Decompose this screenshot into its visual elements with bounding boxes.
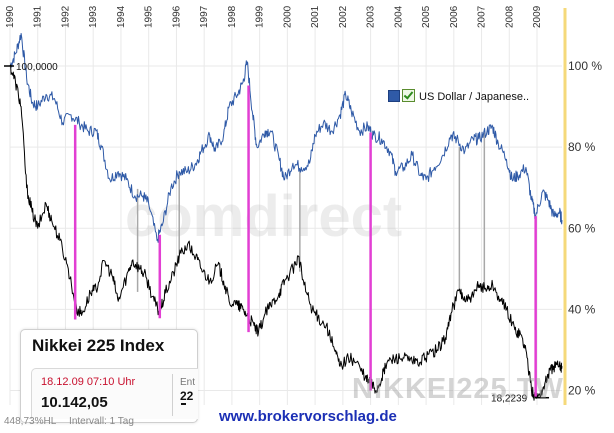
quote-dash — [181, 403, 186, 405]
highlight-lines — [73, 85, 537, 397]
x-tick-label: 1993 — [88, 5, 99, 28]
comdirect-watermark: comdirect — [125, 184, 402, 249]
x-tick-label: 1991 — [33, 5, 44, 28]
y-tick-label: 60 % — [568, 221, 596, 235]
x-tick-label: 1998 — [227, 5, 238, 28]
quote-separator — [172, 374, 173, 416]
usd-jpy-line — [9, 33, 563, 243]
x-tick-label: 2004 — [393, 5, 404, 28]
footer-url-link[interactable]: www.brokervorschlag.de — [219, 408, 397, 425]
x-tick-label: 2003 — [366, 5, 377, 28]
chart-annotations: 100,0000 18,2239 — [4, 62, 550, 405]
quote-ent-value: 22 — [180, 389, 194, 403]
x-tick-label: 2000 — [282, 5, 293, 28]
quote-info-box: Nikkei 225 Index 18.12.09 07:10 Uhr 10.1… — [20, 329, 198, 423]
x-tick-label: 1999 — [255, 5, 266, 28]
connector-lines — [136, 132, 486, 292]
x-axis-ticks: 1990 1991 1992 1993 1994 1995 1996 1997 1998 1999… — [5, 5, 543, 28]
y-tick-label: 80 % — [568, 140, 596, 154]
x-tick-label: 2006 — [449, 5, 460, 28]
scale-text: 448,73%HL — [4, 416, 57, 427]
chart-legend[interactable]: US Dollar / Japanese.. — [388, 89, 529, 103]
quote-panel: 18.12.09 07:10 Uhr 10.142,05 Ent 22 — [31, 368, 198, 419]
x-tick-label: 2008 — [504, 5, 515, 28]
x-tick-label: 1992 — [60, 5, 71, 28]
interval-text: Intervall: 1 Tag — [69, 416, 134, 427]
y-tick-label: 20 % — [568, 384, 596, 398]
x-tick-label: 1995 — [144, 5, 155, 28]
x-tick-label: 2007 — [477, 5, 488, 28]
x-tick-label: 1990 — [5, 5, 16, 28]
x-tick-label: 2001 — [310, 5, 321, 28]
x-tick-label: 2002 — [338, 5, 349, 28]
y-tick-label: 40 % — [568, 302, 596, 316]
quote-date: 18.12.09 07:10 Uhr — [41, 376, 136, 388]
x-tick-label: 1997 — [199, 5, 210, 28]
quote-value: 10.142,05 — [41, 394, 108, 411]
instrument-title: Nikkei 225 Index — [32, 336, 165, 355]
series-lines — [9, 33, 563, 401]
legend-checkbox[interactable] — [402, 89, 415, 102]
start-value-label: 100,0000 — [16, 62, 58, 73]
low-value-label: 18,2239 — [491, 394, 528, 405]
x-tick-label: 2005 — [421, 5, 432, 28]
y-axis-ticks: 100 % 80 % 60 % 40 % 20 % — [568, 59, 602, 398]
x-tick-label: 1996 — [171, 5, 182, 28]
nikkei-watermark: NIKKEI225.TW — [352, 373, 564, 405]
quote-ent-label: Ent — [180, 377, 196, 388]
footer-status: 448,73%HL Intervall: 1 Tag — [4, 416, 144, 427]
legend-label: US Dollar / Japanese.. — [419, 91, 530, 103]
x-tick-label: 2009 — [532, 5, 543, 28]
legend-swatch — [388, 90, 400, 102]
y-tick-label: 100 % — [568, 59, 602, 73]
x-tick-label: 1994 — [116, 5, 127, 28]
nikkei-line — [9, 64, 563, 401]
